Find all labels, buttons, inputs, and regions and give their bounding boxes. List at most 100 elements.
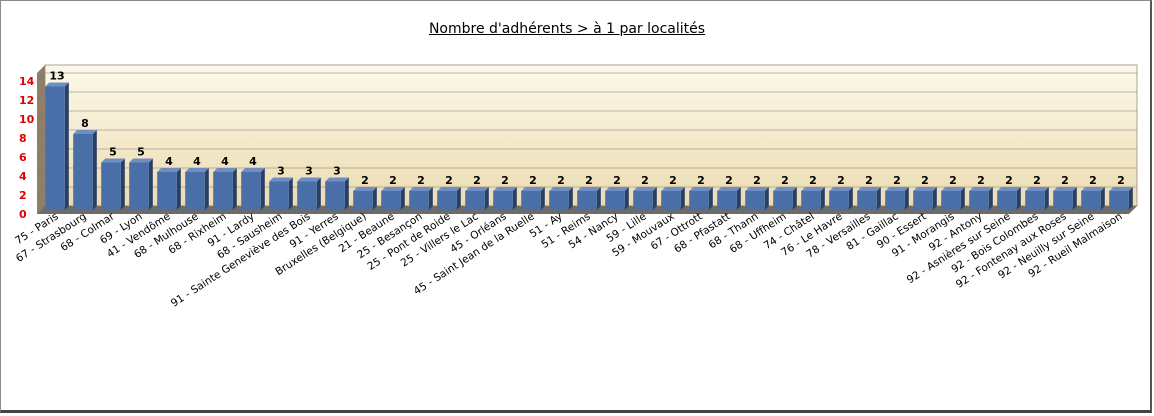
bar-top bbox=[605, 187, 629, 191]
data-label: 2 bbox=[837, 174, 845, 187]
y-tick-label: 0 bbox=[19, 208, 27, 221]
bar-top bbox=[129, 158, 153, 163]
bar-side bbox=[120, 158, 125, 210]
data-label: 5 bbox=[137, 146, 145, 159]
bar bbox=[1081, 191, 1101, 210]
bar-top bbox=[45, 82, 69, 87]
bar-top bbox=[801, 187, 825, 191]
bar-top bbox=[1109, 187, 1133, 191]
bar-top bbox=[997, 187, 1021, 191]
bar-top bbox=[941, 187, 965, 191]
bar bbox=[73, 134, 93, 210]
bar bbox=[577, 191, 597, 210]
bar bbox=[213, 172, 233, 210]
bar-side bbox=[932, 187, 937, 210]
bar-top bbox=[353, 187, 377, 191]
data-label: 2 bbox=[361, 174, 369, 187]
bar-top bbox=[297, 177, 321, 182]
bar bbox=[157, 172, 177, 210]
bar bbox=[297, 181, 317, 210]
data-label: 2 bbox=[445, 174, 453, 187]
bar bbox=[885, 191, 905, 210]
bar-top bbox=[689, 187, 713, 191]
bar bbox=[1109, 191, 1129, 210]
bar-side bbox=[484, 187, 489, 210]
bar-side bbox=[92, 130, 97, 210]
bar-side bbox=[428, 187, 433, 210]
data-label: 2 bbox=[865, 174, 873, 187]
bar bbox=[857, 191, 877, 210]
data-label: 2 bbox=[529, 174, 537, 187]
bar-side bbox=[288, 177, 293, 210]
data-label: 2 bbox=[473, 174, 481, 187]
y-tick-label: 10 bbox=[19, 113, 35, 126]
bar-side bbox=[1072, 187, 1077, 210]
data-label: 2 bbox=[725, 174, 733, 187]
bar-side bbox=[680, 187, 685, 210]
data-label: 2 bbox=[1033, 174, 1041, 187]
bar bbox=[605, 191, 625, 210]
data-label: 2 bbox=[1089, 174, 1097, 187]
bar-top bbox=[437, 187, 461, 191]
bar-side bbox=[540, 187, 545, 210]
data-label: 2 bbox=[389, 174, 397, 187]
bar-side bbox=[960, 187, 965, 210]
bar-side bbox=[652, 187, 657, 210]
data-label: 2 bbox=[753, 174, 761, 187]
bar-top bbox=[185, 168, 209, 172]
data-label: 2 bbox=[893, 174, 901, 187]
bar-top bbox=[829, 187, 853, 191]
bar-top bbox=[101, 158, 125, 163]
gridline-diag bbox=[36, 148, 46, 158]
data-label: 2 bbox=[613, 174, 621, 187]
bar-top bbox=[633, 187, 657, 191]
gridline-diag bbox=[36, 110, 46, 120]
bar bbox=[745, 191, 765, 210]
bar-top bbox=[269, 177, 293, 182]
y-tick-label: 2 bbox=[19, 189, 27, 202]
data-label: 2 bbox=[949, 174, 957, 187]
bar-top bbox=[521, 187, 545, 191]
bar-top bbox=[325, 177, 349, 182]
bar-top bbox=[857, 187, 881, 191]
bar bbox=[353, 191, 373, 210]
y-tick-label: 8 bbox=[19, 132, 27, 145]
y-tick-label: 4 bbox=[19, 170, 27, 183]
plot-side-wall bbox=[37, 65, 45, 214]
data-label: 5 bbox=[109, 146, 117, 159]
bar bbox=[969, 191, 989, 210]
bar bbox=[521, 191, 541, 210]
data-label: 2 bbox=[669, 174, 677, 187]
gridline-diag bbox=[36, 167, 46, 177]
bar-side bbox=[568, 187, 573, 210]
bar-side bbox=[1128, 187, 1133, 210]
bar-side bbox=[1044, 187, 1049, 210]
data-label: 2 bbox=[921, 174, 929, 187]
data-label: 2 bbox=[781, 174, 789, 187]
bar bbox=[185, 172, 205, 210]
bar-side bbox=[820, 187, 825, 210]
data-label: 4 bbox=[221, 155, 229, 168]
bar-side bbox=[624, 187, 629, 210]
data-label: 3 bbox=[305, 165, 313, 178]
data-label: 3 bbox=[277, 165, 285, 178]
bar bbox=[549, 191, 569, 210]
data-label: 2 bbox=[501, 174, 509, 187]
gridline-diag bbox=[36, 91, 46, 101]
bar bbox=[1053, 191, 1073, 210]
y-tick-label: 12 bbox=[19, 94, 34, 107]
data-label: 2 bbox=[809, 174, 817, 187]
bar-side bbox=[316, 177, 321, 210]
bar bbox=[941, 191, 961, 210]
data-label: 2 bbox=[1061, 174, 1069, 187]
bar-top bbox=[549, 187, 573, 191]
bar bbox=[381, 191, 401, 210]
gridline-diag bbox=[36, 205, 46, 215]
bar-top bbox=[661, 187, 685, 191]
bar bbox=[829, 191, 849, 210]
bar-side bbox=[400, 187, 405, 210]
y-tick-label: 14 bbox=[19, 75, 35, 88]
bar-top bbox=[577, 187, 601, 191]
bar-top bbox=[1053, 187, 1077, 191]
